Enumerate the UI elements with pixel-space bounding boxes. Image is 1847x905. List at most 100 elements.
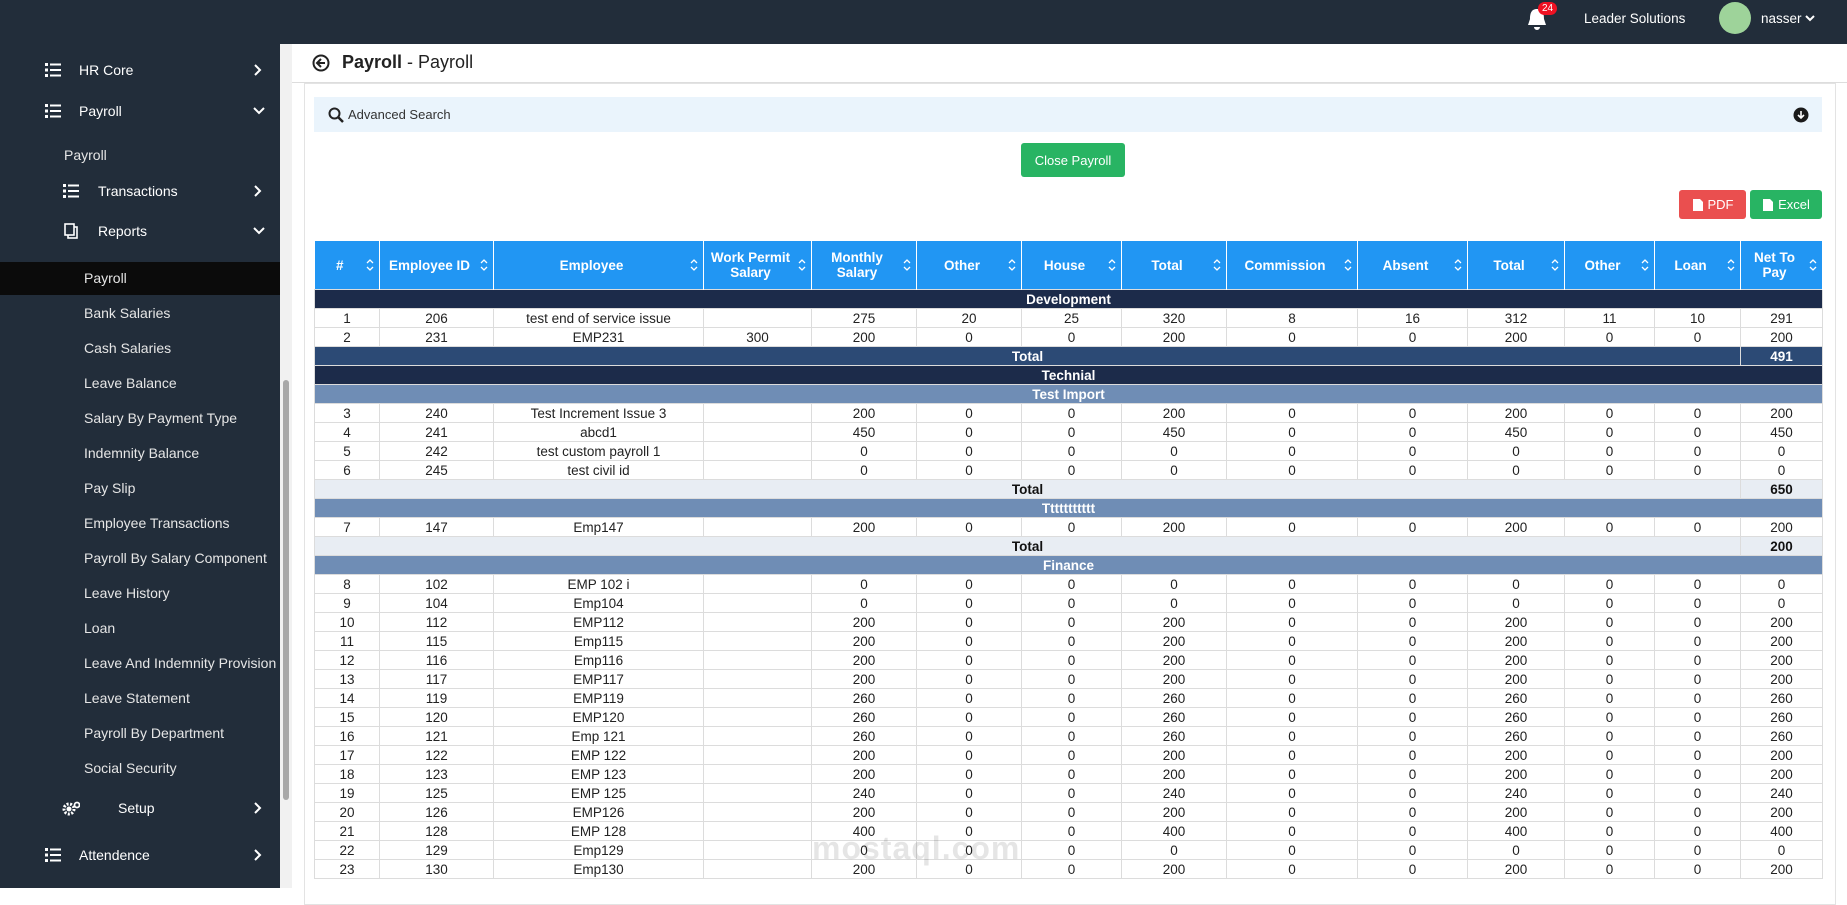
cell (703, 422, 812, 442)
cell: 0 (1226, 764, 1358, 784)
advanced-search-bar[interactable]: Advanced Search (314, 97, 1822, 132)
cell: 245 (379, 460, 494, 480)
cell (703, 707, 812, 727)
cell: Emp116 (493, 650, 704, 670)
column-header[interactable]: Loan (1654, 241, 1741, 290)
column-header[interactable]: Total (1121, 241, 1227, 290)
column-header[interactable]: Absent (1357, 241, 1468, 290)
sidebar-item[interactable]: Social Security (84, 760, 177, 776)
sidebar-item[interactable]: Attendence (79, 847, 150, 863)
cell: 200 (1121, 745, 1227, 765)
sidebar-item[interactable]: Payroll By Department (84, 725, 225, 741)
user-chevron[interactable] (1804, 13, 1816, 23)
header-content: # (319, 258, 376, 273)
cell: 0 (1357, 688, 1468, 708)
cell: 0 (1021, 669, 1122, 689)
sidebar-item[interactable]: Indemnity Balance (84, 445, 200, 461)
cell: 0 (1654, 574, 1741, 594)
pdf-button[interactable]: PDF (1679, 190, 1746, 219)
sidebar-icon (64, 223, 78, 239)
column-header[interactable]: Work Permit Salary (703, 241, 812, 290)
sidebar-item[interactable]: Payroll By Salary Component (84, 550, 267, 566)
cell: 200 (1740, 859, 1823, 879)
sidebar-item[interactable]: Bank Salaries (84, 305, 171, 321)
back-button[interactable] (312, 54, 330, 72)
cell: 0 (1564, 631, 1655, 651)
sidebar-chevron (254, 64, 262, 76)
excel-button[interactable]: Excel (1750, 190, 1822, 219)
cell: 0 (1357, 612, 1468, 632)
cell: 10 (314, 612, 380, 632)
cell: 0 (1654, 688, 1741, 708)
column-header[interactable]: Monthly Salary (811, 241, 917, 290)
sidebar-item[interactable]: HR Core (79, 62, 134, 78)
cell: 0 (1021, 631, 1122, 651)
group-row: Development (314, 289, 1823, 309)
sidebar-item[interactable]: Setup (118, 800, 155, 816)
cell: 2 (314, 327, 380, 347)
cell: 450 (811, 422, 917, 442)
employee-row: 22 129 Emp129 0 0 0 0 0 0 0 0 0 0 (314, 840, 1823, 860)
header-label: Monthly Salary (831, 250, 883, 280)
header-label: House (1043, 257, 1086, 273)
company-name[interactable]: Leader Solutions (1584, 11, 1686, 26)
sidebar-item[interactable]: Leave Balance (84, 375, 177, 391)
cell: 0 (1226, 631, 1358, 651)
cell: 0 (1357, 574, 1468, 594)
cell: 200 (811, 745, 917, 765)
cell: 0 (1226, 327, 1358, 347)
sidebar-icon (45, 104, 61, 118)
cell (703, 574, 812, 594)
sidebar-item[interactable]: Reports (98, 223, 148, 239)
sidebar-item[interactable]: Transactions (98, 183, 178, 199)
column-header[interactable]: Commission (1226, 241, 1358, 290)
sidebar-item[interactable]: Payroll (84, 270, 127, 286)
cell: 0 (1654, 517, 1741, 537)
cell: 0 (916, 783, 1022, 803)
cell: 200 (811, 403, 917, 423)
cell: 0 (916, 422, 1022, 442)
cell: 0 (1357, 650, 1468, 670)
cell: 0 (1564, 612, 1655, 632)
total-label: Total (314, 479, 1741, 499)
column-header[interactable]: Employee ID (379, 241, 494, 290)
employee-row: 7 147 Emp147 200 0 0 200 0 0 200 0 0 200 (314, 517, 1823, 537)
sidebar-item[interactable]: Cash Salaries (84, 340, 172, 356)
sidebar-item[interactable]: Leave And Indemnity Provision (84, 655, 277, 671)
cell: 0 (1357, 517, 1468, 537)
cell: 200 (1740, 669, 1823, 689)
close-payroll-button[interactable]: Close Payroll (1021, 143, 1125, 177)
column-header[interactable]: # (314, 241, 380, 290)
sidebar-scrollbar[interactable] (280, 44, 292, 888)
cell: 0 (1226, 840, 1358, 860)
column-header[interactable]: Employee (493, 241, 704, 290)
user-name[interactable]: nasser (1761, 11, 1802, 26)
cell: 0 (1564, 840, 1655, 860)
excel-label: Excel (1778, 197, 1810, 212)
sidebar-item[interactable]: Leave History (84, 585, 170, 601)
sidebar-item[interactable]: Payroll (79, 103, 122, 119)
employee-row: 3 240 Test Increment Issue 3 200 0 0 200 0 0 200 0… (314, 403, 1823, 423)
total-row: Total 491 (314, 346, 1823, 366)
cell: 11 (314, 631, 380, 651)
column-header[interactable]: Net To Pay (1740, 241, 1823, 290)
column-header[interactable]: Other (916, 241, 1022, 290)
sidebar-item[interactable]: Payroll (64, 147, 107, 163)
cell: 200 (1740, 650, 1823, 670)
sidebar-item[interactable]: Salary By Payment Type (84, 410, 238, 426)
cell: 240 (379, 403, 494, 423)
cell: 400 (1121, 821, 1227, 841)
sidebar-item[interactable]: Leave Statement (84, 690, 190, 706)
cell: Emp130 (493, 859, 704, 879)
cell: 25 (1021, 308, 1122, 328)
employee-row: 13 117 EMP117 200 0 0 200 0 0 200 0 0 200 (314, 669, 1823, 689)
sidebar-item[interactable]: Loan (84, 620, 116, 636)
column-header[interactable]: Total (1467, 241, 1565, 290)
cell: 119 (379, 688, 494, 708)
sidebar-item[interactable]: Employee Transactions (84, 515, 230, 531)
avatar[interactable] (1719, 2, 1751, 34)
column-header[interactable]: House (1021, 241, 1122, 290)
column-header[interactable]: Other (1564, 241, 1655, 290)
expand-icon[interactable] (1793, 107, 1809, 123)
sidebar-item[interactable]: Pay Slip (84, 480, 136, 496)
